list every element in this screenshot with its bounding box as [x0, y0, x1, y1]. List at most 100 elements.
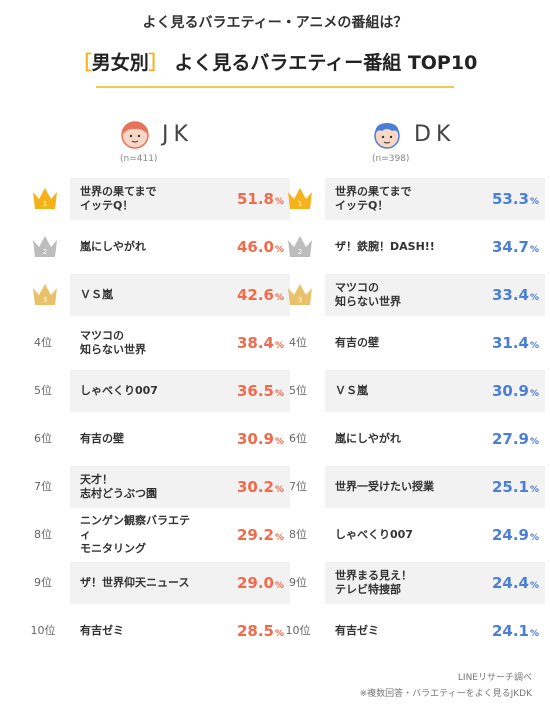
crown-shape: [288, 236, 312, 257]
crown-shape: [33, 236, 57, 257]
ranking-row: 4位 マツコの 知らない世界 38.4%: [34, 322, 290, 364]
percent-number: 51.8: [236, 190, 274, 208]
percent-unit: %: [529, 533, 539, 543]
percent-number: 24.1: [491, 622, 529, 640]
percent-value: 24.9%: [492, 514, 539, 556]
percent-number: 24.4: [491, 574, 529, 592]
program-name: ＶＳ嵐: [335, 384, 368, 397]
ranking-row: 4位 有吉の壁 31.4%: [289, 322, 545, 364]
jk-sample-size: (n=411): [120, 154, 158, 164]
percent-number: 24.9: [491, 526, 529, 544]
percent-unit: %: [529, 341, 539, 351]
ranking-row: 10位 有吉ゼミ 24.1%: [286, 610, 545, 652]
program-name: 有吉の壁: [335, 336, 379, 349]
percent-number: 27.9: [491, 430, 529, 448]
girl-avatar-icon: [121, 121, 149, 149]
program-name: 世界一受けたい授業: [335, 480, 434, 493]
ranking-row: 8位 ニンゲン観察バラエティ モニタリング 29.2%: [34, 514, 290, 556]
rank-label: 10位: [30, 624, 56, 637]
percent-value: 24.4%: [492, 562, 539, 604]
percent-number: 30.9: [491, 382, 529, 400]
rank-label: 9位: [289, 576, 307, 589]
ranking-row: 10位 有吉ゼミ 28.5%: [31, 610, 290, 652]
percent-unit: %: [274, 245, 284, 255]
dk-header: DK (n=398): [372, 120, 550, 170]
percent-value: 31.4%: [492, 322, 539, 364]
percent-value: 24.1%: [492, 610, 539, 652]
program-name: 天才！ 志村どうぶつ園: [80, 473, 157, 500]
main-title: ［男女別］ よく見るバラエティー番組 TOP10: [0, 48, 550, 75]
ranking-row: 6位 有吉の壁 30.9%: [34, 418, 290, 460]
boy-avatar-icon: [374, 123, 400, 149]
top-title: よく見るバラエティー・アニメの番組は？: [142, 15, 408, 31]
percent-value: 33.4%: [492, 274, 539, 316]
percent-number: 29.0: [236, 574, 274, 592]
ranking-row: 9位 世界まる見え！ テレビ特捜部 24.4%: [289, 562, 545, 604]
percent-value: 30.2%: [237, 466, 284, 508]
percent-number: 28.5: [236, 622, 274, 640]
dk-sample-size: (n=398): [372, 154, 410, 164]
percent-value: 42.6%: [237, 274, 284, 316]
percent-number: 30.9: [236, 430, 274, 448]
rank-label: 7位: [34, 480, 52, 493]
jk-header: JK (n=411): [120, 120, 350, 170]
percent-unit: %: [274, 389, 284, 399]
percent-number: 29.2: [236, 526, 274, 544]
crown-rank-number: 2: [43, 248, 47, 256]
percent-unit: %: [274, 197, 284, 207]
ranking-row: 6位 嵐にしやがれ 27.9%: [289, 418, 545, 460]
crown-rank-number: 3: [298, 296, 302, 304]
percent-value: 29.0%: [237, 562, 284, 604]
jk-name: JK: [162, 122, 193, 147]
title-divider: [96, 86, 454, 88]
percent-number: 34.7: [491, 238, 529, 256]
crown-icon: 2: [288, 236, 312, 257]
percent-value: 53.3%: [492, 178, 539, 220]
program-name: 有吉の壁: [80, 432, 124, 445]
percent-unit: %: [274, 485, 284, 495]
percent-unit: %: [274, 629, 284, 639]
percent-value: 38.4%: [237, 322, 284, 364]
rank-label: 7位: [289, 480, 307, 493]
program-name: ニンゲン観察バラエティ モニタリング: [80, 514, 190, 555]
percent-number: 31.4: [491, 334, 529, 352]
percent-value: 46.0%: [237, 226, 284, 268]
ranking-row: 7位 世界一受けたい授業 25.1%: [289, 466, 545, 508]
percent-value: 27.9%: [492, 418, 539, 460]
percent-number: 46.0: [236, 238, 274, 256]
program-name: ザ！鉄腕！DASH!!: [335, 240, 435, 253]
crown-rank-number: 2: [298, 248, 302, 256]
program-name: しゃべくり007: [335, 528, 413, 541]
percent-unit: %: [529, 245, 539, 255]
percent-number: 38.4: [236, 334, 274, 352]
ranking-row: 3 マツコの 知らない世界 33.4%: [288, 274, 545, 316]
program-name: 世界の果てまで イッテQ！: [80, 185, 157, 212]
program-name: マツコの 知らない世界: [80, 329, 146, 356]
ranking-row: 2 嵐にしやがれ 46.0%: [33, 226, 290, 268]
percent-unit: %: [529, 197, 539, 207]
percent-number: 36.5: [236, 382, 274, 400]
crown-rank-number: 3: [43, 296, 47, 304]
crown-icon: 1: [288, 188, 312, 209]
percent-unit: %: [274, 437, 284, 447]
percent-unit: %: [274, 581, 284, 591]
program-name: マツコの 知らない世界: [335, 281, 401, 308]
percent-value: 28.5%: [237, 610, 284, 652]
rank-label: 9位: [34, 576, 52, 589]
rank-label: 4位: [289, 336, 307, 349]
program-name: 有吉ゼミ: [335, 624, 379, 637]
percent-value: 25.1%: [492, 466, 539, 508]
rank-label: 8位: [289, 528, 307, 541]
rank-label: 6位: [34, 432, 52, 445]
ranking-row: 7位 天才！ 志村どうぶつ園 30.2%: [34, 466, 290, 508]
percent-number: 33.4: [491, 286, 529, 304]
dk-name: DK: [414, 122, 456, 147]
ranking-row: 1 世界の果てまで イッテQ！ 51.8%: [33, 178, 290, 220]
program-name: 嵐にしやがれ: [80, 240, 146, 253]
percent-value: 34.7%: [492, 226, 539, 268]
percent-unit: %: [529, 485, 539, 495]
rank-label: 5位: [289, 384, 307, 397]
ranking-row: 8位 しゃべくり007 24.9%: [289, 514, 545, 556]
percent-unit: %: [529, 581, 539, 591]
percent-unit: %: [529, 629, 539, 639]
